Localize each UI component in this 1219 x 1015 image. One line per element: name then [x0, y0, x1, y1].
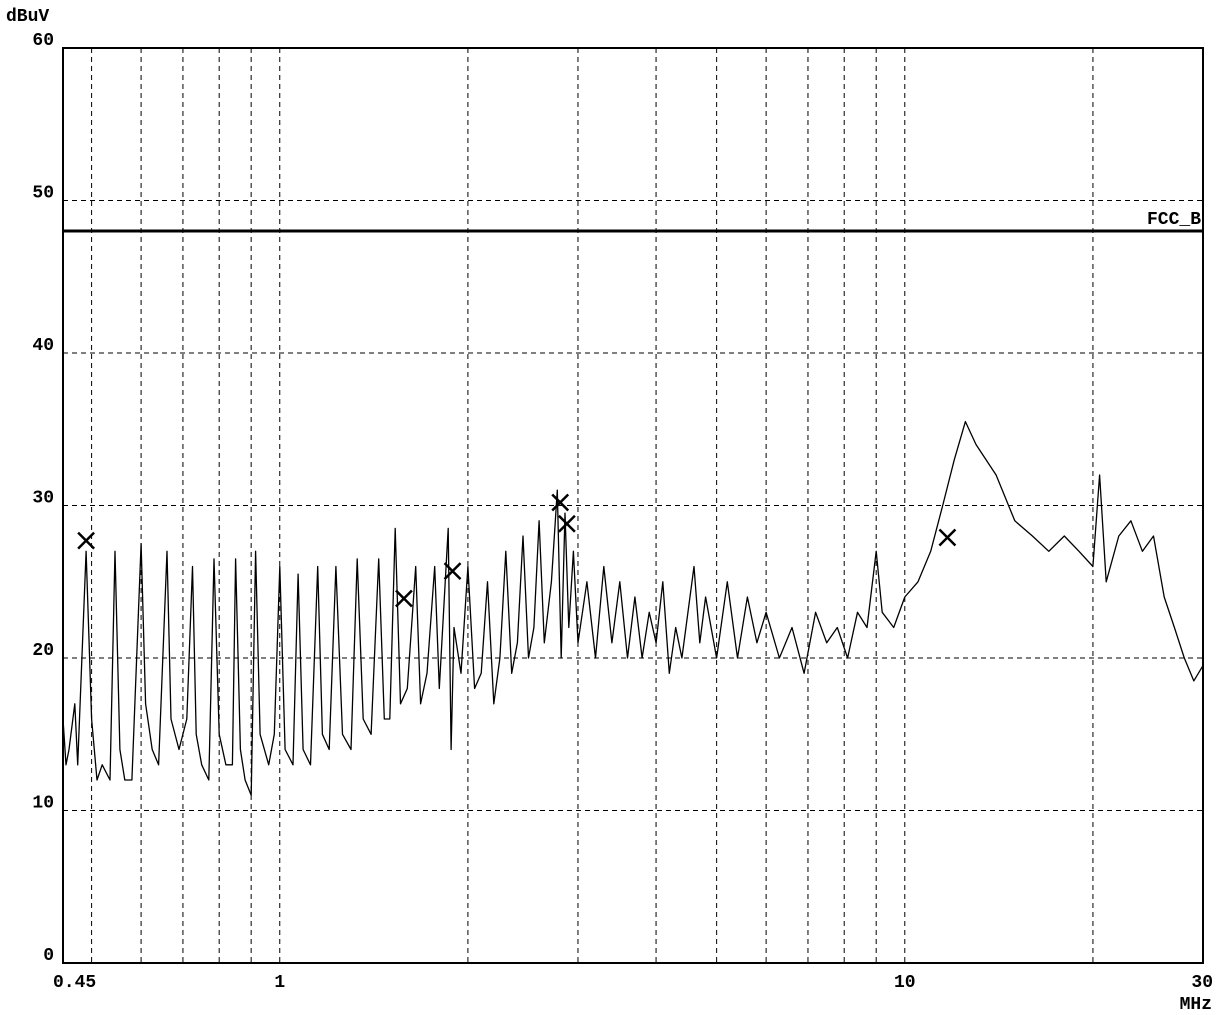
y-tick-label: 30	[32, 488, 54, 508]
y-tick-label: 50	[32, 183, 54, 203]
peak-marker	[77, 531, 95, 550]
x-axis-label: MHz	[1180, 995, 1212, 1015]
y-tick-label: 40	[32, 336, 54, 356]
trace-line	[62, 420, 1204, 796]
x-tick-label: 0.45	[53, 973, 96, 993]
x-tick-label: 10	[894, 973, 916, 993]
y-axis-label: dBuV	[6, 7, 49, 27]
y-tick-label: 10	[32, 793, 54, 813]
peak-marker	[395, 589, 413, 608]
peak-marker	[551, 493, 570, 512]
y-tick-label: 0	[43, 946, 54, 966]
limit-label: FCC_B	[1147, 210, 1201, 230]
x-tick-label: 30	[1191, 973, 1213, 993]
peak-marker	[443, 562, 462, 580]
x-tick-label: 1	[274, 973, 285, 993]
y-tick-label: 20	[32, 641, 54, 661]
y-tick-label: 60	[32, 31, 54, 51]
peak-marker	[558, 514, 576, 533]
peak-marker	[938, 528, 957, 547]
